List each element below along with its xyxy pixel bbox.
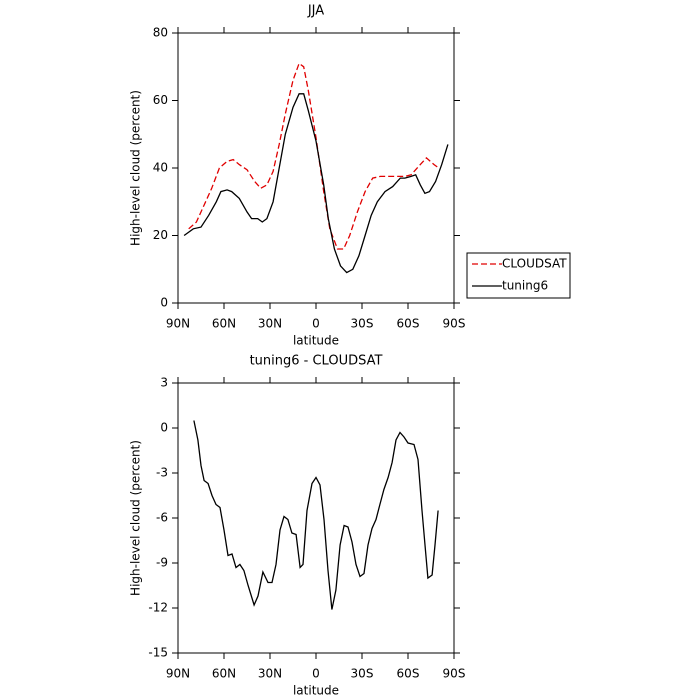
legend-label: tuning6 (502, 279, 548, 293)
data-line (188, 62, 440, 250)
x-tick-label: 30N (258, 317, 282, 331)
chart-title: tuning6 - CLOUDSAT (250, 354, 383, 369)
legend-label: CLOUDSAT (502, 257, 567, 271)
y-tick-label: -15 (148, 646, 168, 660)
y-tick-label: 60 (153, 93, 168, 107)
y-tick-label: -12 (148, 601, 168, 615)
x-tick-label: 90N (166, 667, 190, 681)
x-tick-label: 0 (312, 317, 320, 331)
x-tick-label: 0 (312, 667, 320, 681)
y-tick-label: 20 (153, 228, 168, 242)
plot-frame (177, 382, 455, 654)
x-tick-label: 30S (351, 667, 374, 681)
y-tick-label: -3 (156, 466, 168, 480)
x-tick-label: 30N (258, 667, 282, 681)
y-tick-label: -9 (156, 556, 168, 570)
y-tick-label: 40 (153, 161, 168, 175)
x-tick-label: 60N (212, 317, 236, 331)
x-tick-label: 60N (212, 667, 236, 681)
x-tick-label: 90S (443, 317, 466, 331)
chart-title: JJA (307, 4, 324, 19)
data-line (183, 93, 449, 274)
y-tick-label: 0 (160, 421, 168, 435)
y-tick-label: 3 (160, 376, 168, 390)
y-axis-label: High-level cloud (percent) (129, 440, 143, 596)
x-axis-label: latitude (293, 684, 339, 698)
legend-box (466, 252, 571, 299)
y-tick-label: -6 (156, 511, 168, 525)
data-line (193, 420, 439, 610)
y-tick-label: 0 (160, 296, 168, 310)
x-tick-label: 60S (397, 667, 420, 681)
x-tick-label: 90N (166, 317, 190, 331)
y-tick-label: 80 (153, 26, 168, 40)
x-tick-label: 30S (351, 317, 374, 331)
x-axis-label: latitude (293, 334, 339, 348)
x-tick-label: 60S (397, 317, 420, 331)
x-tick-label: 90S (443, 667, 466, 681)
y-axis-label: High-level cloud (percent) (129, 90, 143, 246)
